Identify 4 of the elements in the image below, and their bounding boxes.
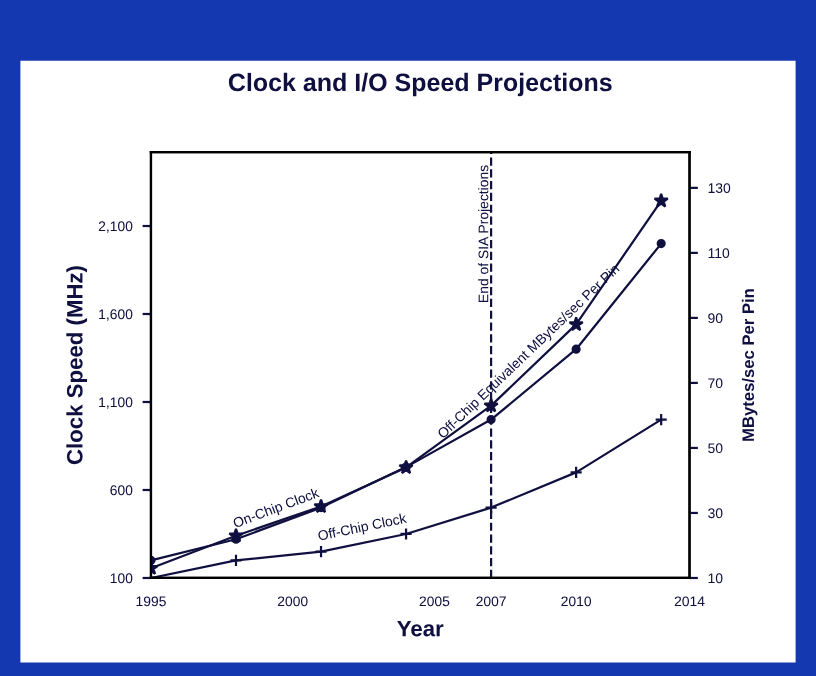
- y-axis-title: Clock Speed (MHz): [66, 266, 88, 465]
- chart-title: Clock and I/O Speed Projections: [228, 72, 612, 97]
- x-axis-title: Year: [397, 620, 444, 637]
- y2-axis-title: MBytes/sec Per Pin: [741, 289, 758, 441]
